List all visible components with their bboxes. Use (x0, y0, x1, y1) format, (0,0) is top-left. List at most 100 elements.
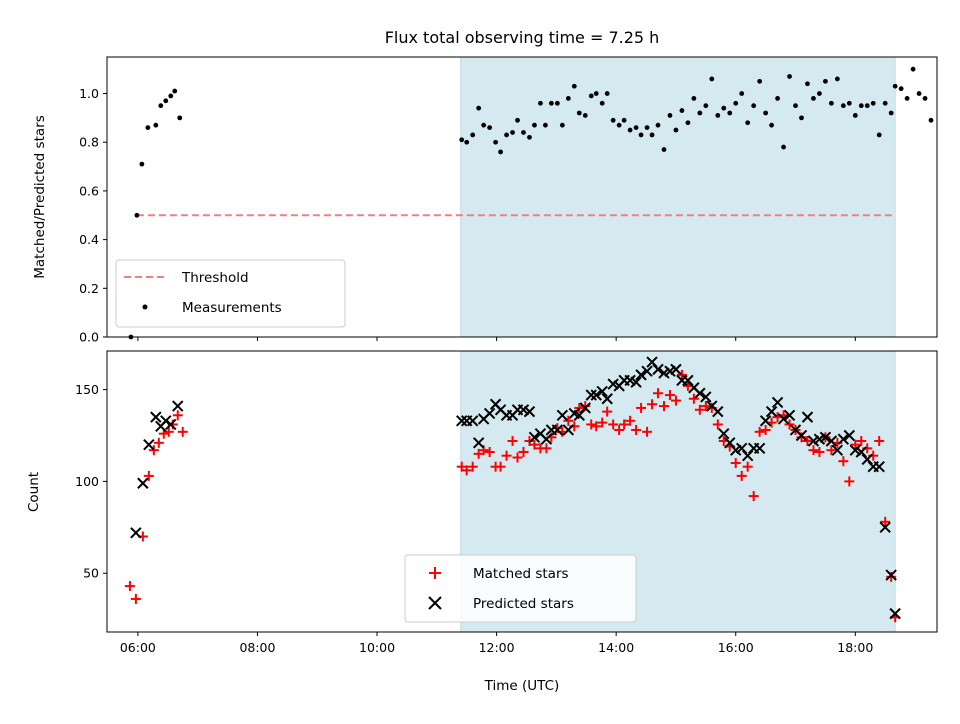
measurement-point (655, 122, 661, 128)
predicted-star-point (783, 409, 796, 421)
matched-star-point (495, 461, 506, 472)
matched-star-point (760, 424, 771, 435)
measurement-point (811, 95, 816, 101)
y-tick-label: 50 (83, 566, 99, 581)
matched-star-point (130, 593, 141, 604)
legend-predicted-swatch (428, 596, 442, 610)
top-legend-box (115, 259, 346, 328)
matched-star-point (642, 426, 653, 437)
predicted-star-point (556, 409, 569, 421)
matched-star-point (580, 401, 591, 412)
predicted-star-point (635, 369, 647, 381)
matched-star-point (844, 476, 855, 487)
y-tick-label: 0.4 (79, 232, 99, 247)
matched-star-point (461, 465, 472, 476)
measurement-point (910, 66, 916, 72)
matched-star-point (664, 390, 675, 401)
bottom-y-axis: 50 100 150 (75, 382, 107, 581)
matched-star-point (143, 470, 154, 481)
x-tick-label: 16:00 (718, 640, 754, 655)
predicted-star-point (700, 391, 712, 403)
measurement-point (697, 110, 703, 116)
matched-star-point (124, 581, 135, 592)
measurement-point (604, 91, 610, 96)
predicted-star-point (753, 442, 766, 455)
bottom-y-axis-label: Count (26, 472, 42, 512)
measurement-point (751, 103, 757, 109)
predicted-star-point (579, 402, 591, 414)
measurement-point (864, 103, 870, 109)
predicted-star-point (562, 424, 575, 436)
measurement-point (504, 132, 509, 138)
measurement-point (805, 81, 810, 87)
matched-star-point (886, 571, 897, 582)
predicted-star-point (172, 400, 184, 412)
legend-matched-label: Matched stars (473, 566, 569, 582)
measurement-point (876, 132, 882, 138)
measurement-point (733, 100, 739, 106)
measurement-point (145, 125, 151, 131)
matched-star-point (163, 426, 174, 437)
y-tick-label: 150 (75, 382, 99, 397)
predicted-star-point (670, 363, 682, 376)
top-shaded-interval (460, 56, 896, 338)
measurement-point (715, 113, 721, 118)
measurement-point (781, 144, 786, 150)
matched-star-point (484, 447, 495, 458)
matched-star-point (838, 456, 849, 467)
measurement-point (582, 113, 588, 118)
matched-star-point (658, 401, 669, 412)
measurement-point (649, 132, 655, 138)
measurement-point (498, 149, 503, 155)
predicted-star-point (466, 415, 479, 427)
predicted-star-point (585, 389, 597, 401)
predicted-star-point (523, 405, 536, 418)
matched-star-point (636, 402, 647, 413)
predicted-star-point (831, 444, 844, 456)
measurement-point (892, 83, 898, 89)
measurement-point (644, 125, 650, 131)
measurement-point (823, 78, 828, 84)
matched-star-point (541, 443, 552, 454)
measurement-point (633, 125, 639, 131)
matched-star-point (647, 399, 658, 410)
measurement-point (739, 91, 745, 96)
predicted-star-point (795, 429, 808, 442)
matched-star-point (688, 393, 699, 404)
matched-star-point (826, 445, 837, 456)
legend-threshold-label: Threshold (181, 270, 249, 286)
predicted-star-point (765, 405, 778, 418)
matched-star-point (586, 419, 597, 430)
measurement-point (459, 137, 465, 143)
top-panel: 0.0 0.2 0.4 0.6 0.8 1.0 Matched/Predicted sta… (32, 56, 938, 345)
measurement-point (840, 103, 846, 109)
measurement-point (532, 122, 537, 128)
matched-star-point (730, 458, 741, 469)
matched-star-point (736, 470, 747, 481)
matched-star-point (712, 419, 723, 430)
matched-star-point (602, 406, 613, 417)
matched-star-point (670, 395, 681, 406)
predicted-star-point (601, 393, 613, 405)
predicted-star-point (483, 407, 496, 420)
matched-star-point (676, 369, 687, 380)
matched-star-point (625, 415, 636, 426)
measurement-point (928, 117, 934, 123)
matched-star-point (597, 417, 608, 428)
predicted-star-point (889, 607, 901, 620)
x-tick-label: 14:00 (598, 640, 634, 655)
matched-star-point (619, 419, 630, 430)
predicted-star-point (641, 365, 653, 377)
top-y-axis: 0.0 0.2 0.4 0.6 0.8 1.0 (79, 86, 107, 345)
measurement-point (709, 76, 715, 82)
measurement-point (679, 108, 685, 113)
measurement-point (464, 139, 470, 145)
predicted-star-point (143, 438, 155, 451)
measurement-point (793, 103, 798, 109)
legend-measurements-label: Measurements (182, 300, 282, 316)
predicted-star-point (456, 415, 468, 427)
matched-star-point (148, 445, 159, 456)
measurement-point (153, 122, 159, 128)
x-axis-label: Time (UTC) (484, 678, 560, 694)
matched-star-point (748, 491, 759, 502)
